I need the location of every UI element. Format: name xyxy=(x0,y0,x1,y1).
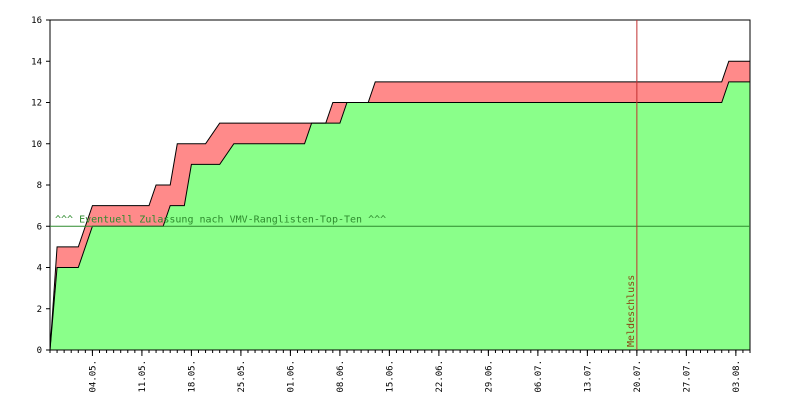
y-tick-label: 8 xyxy=(37,181,42,191)
x-tick-label: 18.05. xyxy=(187,360,197,393)
x-tick-label: 11.05. xyxy=(138,360,148,393)
x-tick-label: 22.06. xyxy=(435,360,445,393)
x-tick-label: 01.06. xyxy=(286,360,296,393)
x-tick-label: 29.06. xyxy=(484,360,494,393)
line-lower xyxy=(49,81,750,351)
area-lower xyxy=(50,81,750,350)
annotations: ^^^ Eventuell Zulassung nach VMV-Ranglis… xyxy=(50,20,750,350)
x-tick-label: 15.06. xyxy=(385,360,395,393)
y-tick-label: 6 xyxy=(37,222,42,232)
y-tick-label: 14 xyxy=(31,57,42,67)
y-tick-label: 0 xyxy=(37,346,42,356)
reference-line-label: ^^^ Eventuell Zulassung nach VMV-Ranglis… xyxy=(55,214,386,225)
deadline-label: Meldeschluss xyxy=(626,275,637,347)
y-tick-label: 12 xyxy=(31,99,42,109)
line-upper xyxy=(49,60,750,351)
y-tick-label: 10 xyxy=(31,140,42,150)
x-tick-label: 03.08. xyxy=(732,360,742,393)
x-tick-label: 06.07. xyxy=(534,360,544,393)
x-tick-label: 27.07. xyxy=(682,360,692,393)
y-tick-label: 2 xyxy=(37,305,42,315)
plot-area xyxy=(49,20,750,351)
x-tick-label: 08.06. xyxy=(336,360,346,393)
y-tick-label: 16 xyxy=(31,16,42,26)
y-tick-label: 4 xyxy=(37,264,42,274)
axes: 0 2 4 6 8 10 12 14 16 04.05. 11.05. 18.05. 25.05. 01.… xyxy=(31,16,751,393)
x-tick-label: 04.05. xyxy=(88,360,98,393)
x-tick-label: 13.07. xyxy=(583,360,593,393)
x-tick-label: 25.05. xyxy=(237,360,247,393)
x-tick-label: 20.07. xyxy=(633,360,643,393)
